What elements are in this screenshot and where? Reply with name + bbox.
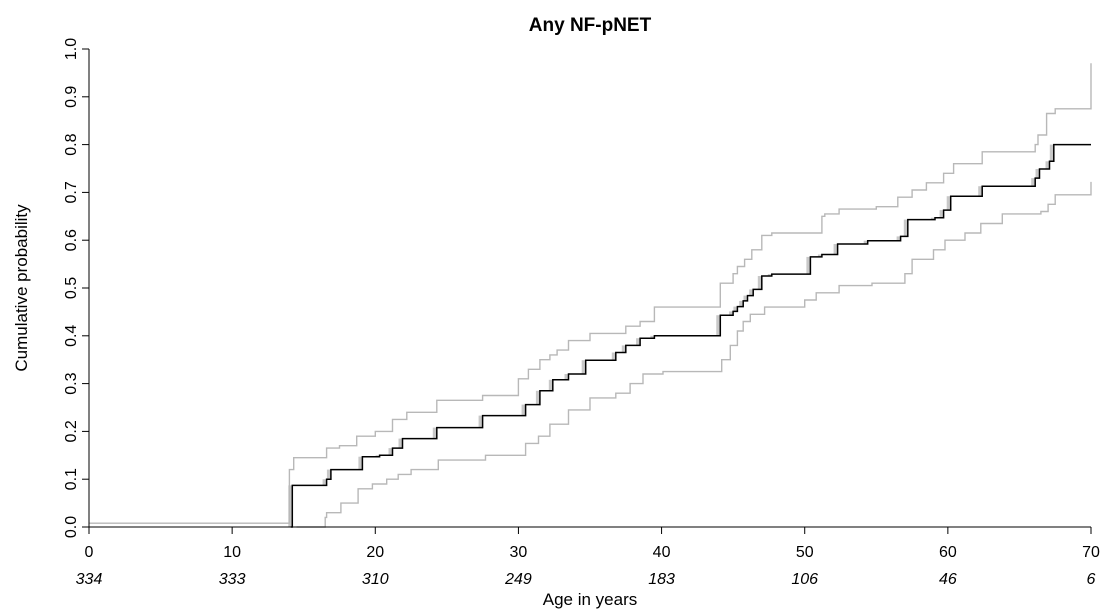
jump-band bbox=[817, 254, 822, 257]
x-tick-label: 70 bbox=[1082, 544, 1100, 561]
y-tick-label: 0.2 bbox=[63, 420, 80, 442]
jump-band bbox=[978, 186, 983, 197]
jump-band bbox=[432, 427, 437, 439]
jump-band bbox=[939, 210, 944, 218]
at-risk-count: 249 bbox=[504, 571, 532, 588]
jump-band bbox=[478, 415, 483, 428]
x-axis-label: Age in years bbox=[543, 590, 638, 609]
y-ticks: 0.0 0.1 0.2 0.3 0.4 0.5 0.6 0.7 0.8 0.9 1.0 bbox=[63, 38, 89, 538]
jump-band bbox=[535, 390, 540, 405]
jump-band bbox=[636, 338, 641, 346]
at-risk-count: 46 bbox=[939, 571, 957, 588]
at-risk-count: 183 bbox=[648, 571, 675, 588]
jump-band bbox=[611, 352, 616, 361]
jump-band bbox=[1045, 161, 1050, 169]
jump-band bbox=[806, 256, 811, 275]
jump-band bbox=[322, 479, 327, 486]
jump-band bbox=[564, 374, 569, 380]
jump-band bbox=[1031, 178, 1036, 187]
jump-band bbox=[716, 315, 721, 336]
jump-band bbox=[1035, 169, 1040, 179]
y-tick-label: 0.9 bbox=[63, 86, 80, 108]
y-tick-label: 0.5 bbox=[63, 277, 80, 299]
at-risk-count: 106 bbox=[791, 571, 818, 588]
jump-band bbox=[521, 404, 526, 416]
y-tick-label: 0.0 bbox=[63, 516, 80, 538]
x-tick-label: 60 bbox=[939, 544, 957, 561]
jump-band bbox=[326, 469, 331, 480]
x-tick-label: 50 bbox=[796, 544, 814, 561]
jump-band bbox=[650, 335, 655, 339]
jump-band bbox=[946, 196, 951, 211]
x-tick-label: 0 bbox=[85, 544, 94, 561]
lower-ci-line bbox=[296, 181, 1092, 528]
jump-band bbox=[621, 345, 626, 353]
jump-band bbox=[931, 217, 935, 220]
y-tick-label: 0.7 bbox=[63, 181, 80, 203]
jump-band bbox=[398, 438, 403, 449]
x-tick-label: 30 bbox=[510, 544, 528, 561]
jump-band bbox=[733, 306, 738, 312]
x-ticks: 0 10 20 30 40 50 60 70 bbox=[85, 527, 1100, 561]
number-at-risk-row: 334 333 310 249 183 106 46 6 bbox=[76, 571, 1096, 588]
series-layer bbox=[89, 63, 1092, 528]
jump-band bbox=[288, 485, 293, 527]
jump-band bbox=[1049, 144, 1054, 162]
jump-band bbox=[729, 311, 734, 316]
y-tick-label: 0.6 bbox=[63, 229, 80, 251]
jump-band bbox=[863, 240, 868, 244]
jump-band bbox=[896, 236, 901, 241]
x-tick-label: 10 bbox=[223, 544, 241, 561]
jump-band bbox=[903, 219, 908, 237]
jump-band bbox=[767, 274, 772, 276]
jump-band bbox=[548, 379, 553, 391]
jump-band bbox=[739, 300, 744, 307]
at-risk-count: 333 bbox=[219, 571, 246, 588]
at-risk-count: 6 bbox=[1087, 571, 1096, 588]
y-tick-label: 0.4 bbox=[63, 325, 80, 347]
chart-title: Any NF-pNET bbox=[529, 15, 652, 36]
jump-band bbox=[757, 276, 762, 290]
jump-band bbox=[833, 244, 838, 255]
x-tick-label: 40 bbox=[653, 544, 671, 561]
jump-band bbox=[743, 295, 748, 301]
upper-ci-line bbox=[89, 63, 1092, 524]
estimate-line bbox=[290, 143, 1091, 528]
y-axis-label: Cumulative probability bbox=[12, 204, 31, 372]
jump-band bbox=[388, 448, 393, 456]
jump-band bbox=[749, 289, 754, 296]
y-tick-label: 0.8 bbox=[63, 133, 80, 155]
at-risk-count: 334 bbox=[76, 571, 103, 588]
y-tick-label: 0.3 bbox=[63, 372, 80, 394]
jump-band bbox=[358, 456, 363, 470]
y-tick-label: 1.0 bbox=[63, 38, 80, 60]
at-risk-count: 310 bbox=[362, 571, 389, 588]
jump-band bbox=[581, 360, 586, 375]
y-tick-label: 0.1 bbox=[63, 468, 80, 490]
x-tick-label: 20 bbox=[366, 544, 384, 561]
